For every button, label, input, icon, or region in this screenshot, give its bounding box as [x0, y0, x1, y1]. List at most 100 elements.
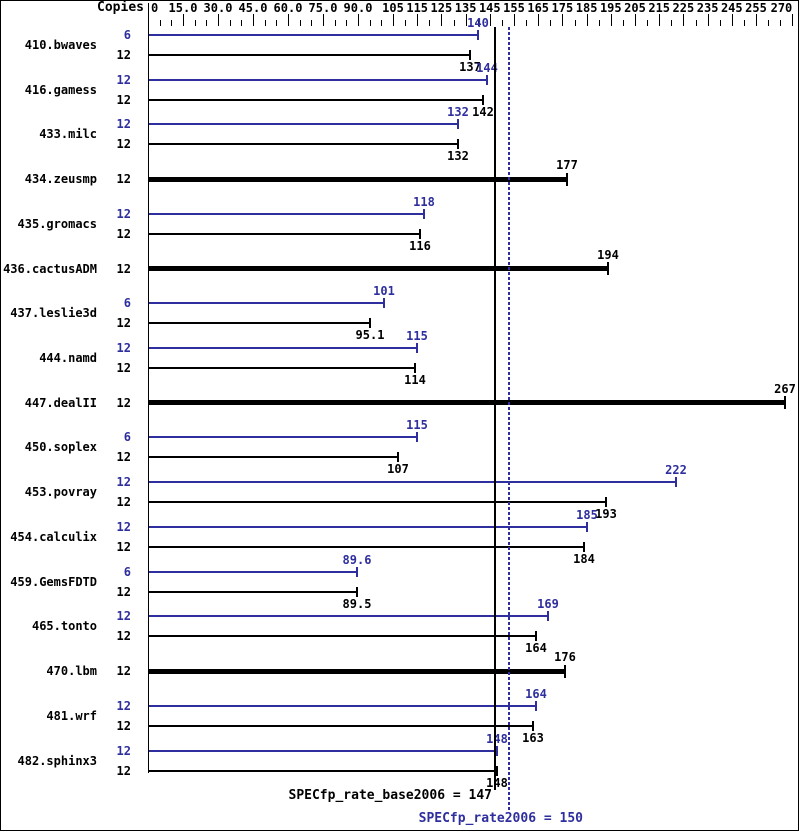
- result-value: 116: [409, 239, 431, 253]
- copies-column-header: Copies: [97, 0, 144, 15]
- benchmark-label: 481.wrf: [46, 709, 97, 723]
- bar-end-tick: [369, 318, 371, 328]
- bar-end-tick: [356, 567, 358, 577]
- axis-minor-tick: [276, 20, 277, 26]
- benchmark-label: 453.povray: [24, 485, 97, 499]
- axis-minor-tick: [454, 20, 455, 26]
- copies-value: 12: [116, 396, 131, 410]
- axis-tick-label: 105: [382, 1, 404, 15]
- copies-value: 6: [123, 430, 131, 444]
- result-value: 164: [525, 687, 547, 701]
- copies-value: 12: [116, 629, 131, 643]
- result-bar: [149, 400, 785, 405]
- axis-minor-tick: [768, 20, 769, 26]
- bar-end-tick: [416, 343, 418, 353]
- result-bar: [149, 347, 417, 349]
- result-value: 115: [406, 329, 428, 343]
- copies-value: 12: [116, 664, 131, 678]
- bar-end-tick: [547, 611, 549, 621]
- result-value: 184: [573, 552, 595, 566]
- bar-end-tick: [416, 432, 418, 442]
- copies-value: 12: [116, 207, 131, 221]
- bar-end-tick: [564, 665, 566, 678]
- bar-end-tick: [383, 298, 385, 308]
- copies-value: 12: [116, 137, 131, 151]
- result-bar: [149, 501, 606, 503]
- axis-major-tick: [514, 14, 515, 26]
- benchmark-label: 437.leslie3d: [10, 306, 97, 320]
- copies-value: 6: [123, 296, 131, 310]
- axis-tick-label: 215: [648, 1, 671, 15]
- axis-tick-label: 205: [624, 1, 646, 15]
- axis-major-tick: [732, 14, 733, 26]
- result-bar: [149, 302, 384, 304]
- axis-tick-label: 245: [720, 1, 743, 15]
- result-bar: [149, 725, 533, 727]
- axis-minor-tick: [744, 20, 745, 26]
- result-value: 115: [406, 418, 428, 432]
- bar-end-tick: [356, 587, 358, 597]
- axis-major-tick: [288, 14, 289, 26]
- result-bar: [149, 770, 497, 772]
- axis-major-tick: [611, 14, 612, 26]
- axis-major-tick: [148, 14, 149, 26]
- bar-end-tick: [477, 30, 479, 40]
- result-value: 107: [387, 462, 409, 476]
- benchmark-label: 465.tonto: [31, 619, 97, 633]
- peak-mean-label: SPECfp_rate2006 = 150: [418, 811, 583, 826]
- axis-major-tick: [756, 14, 757, 26]
- result-value: 267: [774, 382, 796, 396]
- result-bar: [149, 367, 415, 369]
- axis-minor-tick: [160, 20, 161, 26]
- axis-tick-label: 225: [672, 1, 695, 15]
- axis-minor-tick: [300, 20, 301, 26]
- axis-minor-tick: [370, 20, 371, 26]
- axis-minor-tick: [575, 20, 576, 26]
- result-value: 193: [595, 507, 617, 521]
- bar-end-tick: [457, 119, 459, 129]
- axis-minor-tick: [381, 20, 382, 26]
- benchmark-label: 482.sphinx3: [17, 754, 97, 768]
- benchmark-label: 454.calculix: [10, 530, 97, 544]
- axis-minor-tick: [206, 20, 207, 26]
- result-bar: [149, 669, 565, 674]
- axis-tick-label: 60.0: [273, 1, 303, 15]
- base-mean-reference-line: [494, 27, 496, 790]
- benchmark-label: 434.zeusmp: [24, 172, 97, 186]
- result-value: 114: [404, 373, 426, 387]
- axis-tick-label: 90.0: [343, 1, 373, 15]
- result-bar: [149, 322, 370, 324]
- copies-value: 12: [116, 73, 131, 87]
- bar-end-tick: [607, 262, 609, 275]
- axis-tick-label: 115: [406, 1, 429, 15]
- result-value: 89.5: [342, 597, 372, 611]
- result-value: 176: [554, 650, 576, 664]
- axis-major-tick: [635, 14, 636, 26]
- axis-major-tick: [683, 14, 684, 26]
- bar-end-tick: [482, 95, 484, 105]
- copies-value: 12: [116, 227, 131, 241]
- axis-tick-label: 185: [575, 1, 598, 15]
- benchmark-label: 470.lbm: [46, 664, 97, 678]
- result-value: 137: [459, 60, 481, 74]
- result-bar: [149, 526, 587, 528]
- result-bar: [149, 546, 584, 548]
- axis-tick-label: 195: [599, 1, 622, 15]
- axis-major-tick: [218, 14, 219, 26]
- axis-tick-label: 135: [454, 1, 477, 15]
- benchmark-label: 410.bwaves: [24, 38, 97, 52]
- axis-minor-tick: [429, 20, 430, 26]
- result-value: 177: [556, 158, 578, 172]
- result-value: 132: [447, 149, 469, 163]
- copies-value: 12: [116, 764, 131, 778]
- benchmark-label: 436.cactusADM: [3, 262, 97, 276]
- result-bar: [149, 456, 398, 458]
- result-value: 101: [373, 284, 395, 298]
- bar-end-tick: [583, 542, 585, 552]
- bar-end-tick: [496, 766, 498, 776]
- result-bar: [149, 615, 548, 617]
- result-value: 148: [486, 732, 508, 746]
- axis-minor-tick: [405, 20, 406, 26]
- axis-major-tick: [466, 14, 467, 26]
- axis-major-tick: [358, 14, 359, 26]
